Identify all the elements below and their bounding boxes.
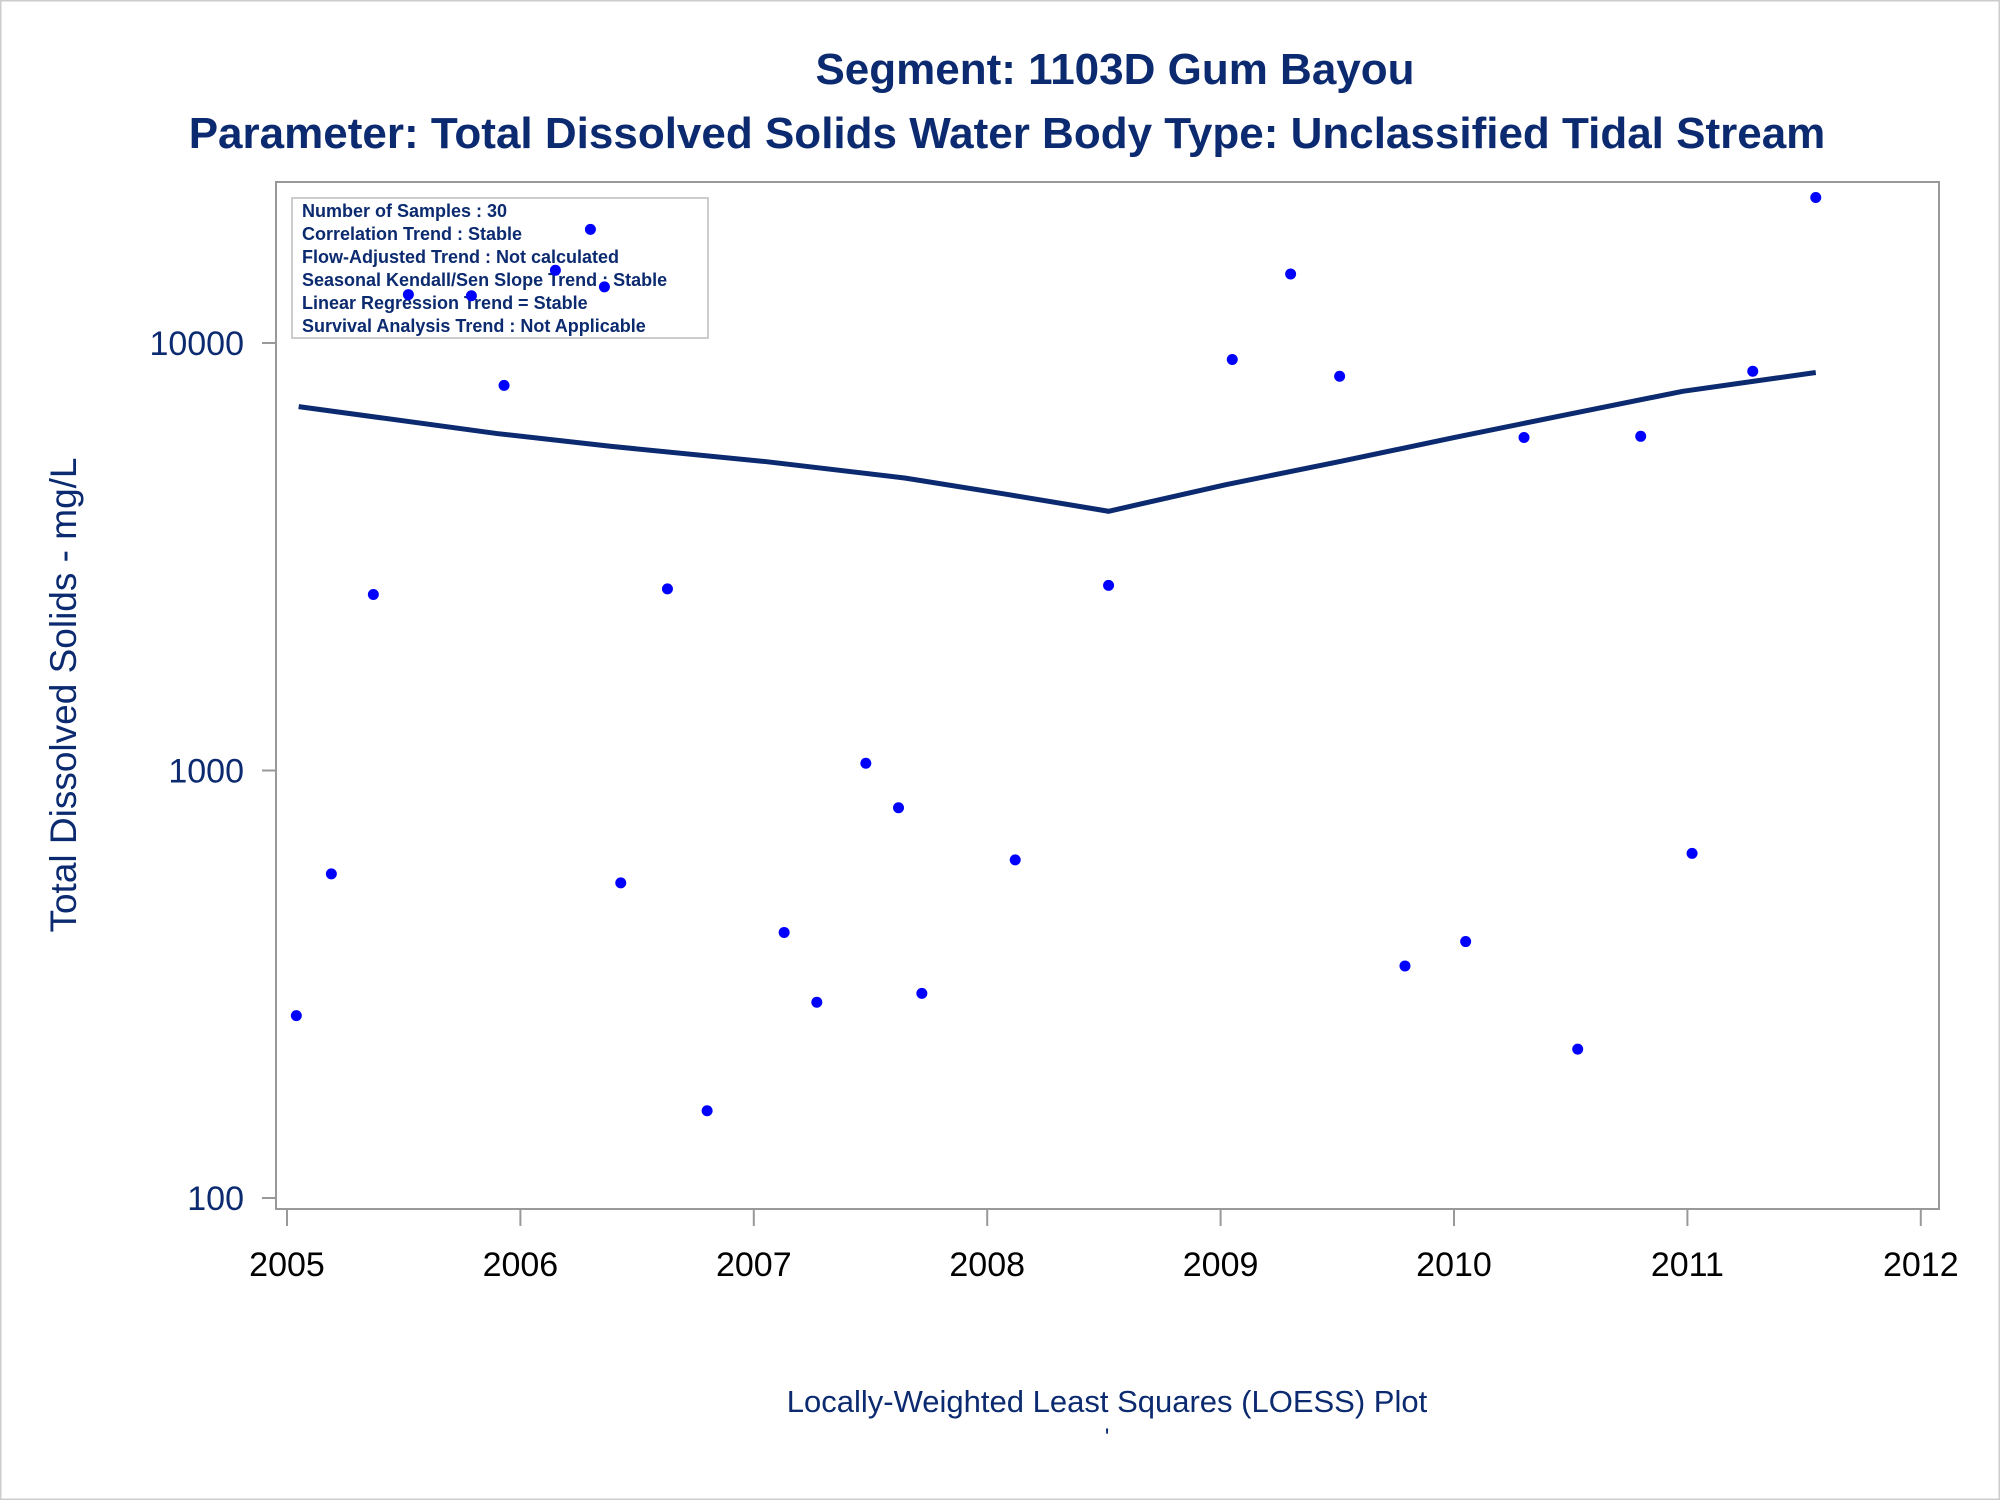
stats-box: Number of Samples : 30 Correlation Trend …: [291, 197, 709, 339]
x-tick-label: 2011: [1651, 1246, 1724, 1284]
footnote-mark: ': [1105, 1424, 1110, 1451]
data-point: [811, 996, 823, 1008]
data-point: [1103, 579, 1115, 591]
x-tick-label: 2005: [249, 1246, 325, 1284]
loess-line: [298, 370, 1817, 514]
data-point: [1226, 353, 1238, 365]
data-point: [325, 868, 337, 880]
data-point: [778, 926, 790, 938]
data-point: [290, 1010, 302, 1022]
data-point: [498, 379, 510, 391]
data-point: [1285, 268, 1297, 280]
data-point: [860, 757, 872, 769]
y-tick-label: 100: [187, 1180, 244, 1218]
x-tick-label: 2006: [483, 1246, 559, 1284]
stats-line: Correlation Trend : Stable: [302, 224, 522, 244]
y-axis-label: Total Dissolved Solids - mg/L: [43, 457, 84, 932]
data-point: [1810, 191, 1822, 203]
data-point: [615, 877, 627, 889]
x-tick-label: 2012: [1883, 1246, 1959, 1284]
data-point: [1635, 430, 1647, 442]
x-tick-label: 2009: [1183, 1246, 1259, 1284]
data-point: [1572, 1043, 1584, 1055]
data-point: [1460, 936, 1472, 948]
x-tick-label: 2007: [716, 1246, 792, 1284]
data-point: [367, 589, 379, 601]
data-point: [598, 281, 610, 293]
data-point: [701, 1105, 713, 1117]
chart-subtitle: Parameter: Total Dissolved Solids Water …: [189, 109, 1826, 158]
data-point: [1518, 432, 1530, 444]
x-tick-label: 2010: [1416, 1246, 1492, 1284]
stats-line: Survival Analysis Trend : Not Applicable: [302, 316, 646, 336]
data-point: [584, 223, 596, 235]
data-point: [1334, 370, 1346, 382]
data-point: [916, 987, 928, 999]
data-point: [465, 290, 477, 302]
stats-line: Linear Regression Trend = Stable: [302, 293, 588, 313]
data-point: [1399, 960, 1411, 972]
y-tick-label: 10000: [149, 325, 244, 363]
data-point: [1009, 854, 1021, 866]
data-point: [549, 264, 561, 276]
x-tick-label: 2008: [949, 1246, 1025, 1284]
data-point: [1747, 365, 1759, 377]
data-point: [402, 289, 414, 301]
footnote: Locally-Weighted Least Squares (LOESS) P…: [787, 1384, 1428, 1419]
plot-frame: [275, 181, 1940, 1210]
stats-line: Seasonal Kendall/Sen Slope Trend : Stabl…: [302, 270, 667, 290]
data-point: [1686, 847, 1698, 859]
data-point: [893, 802, 905, 814]
y-tick-label: 1000: [168, 753, 244, 791]
chart-title: Segment: 1103D Gum Bayou: [815, 45, 1414, 94]
data-point: [661, 583, 673, 595]
stats-line: Flow-Adjusted Trend : Not calculated: [302, 247, 619, 267]
stats-line: Number of Samples : 30: [302, 201, 507, 221]
